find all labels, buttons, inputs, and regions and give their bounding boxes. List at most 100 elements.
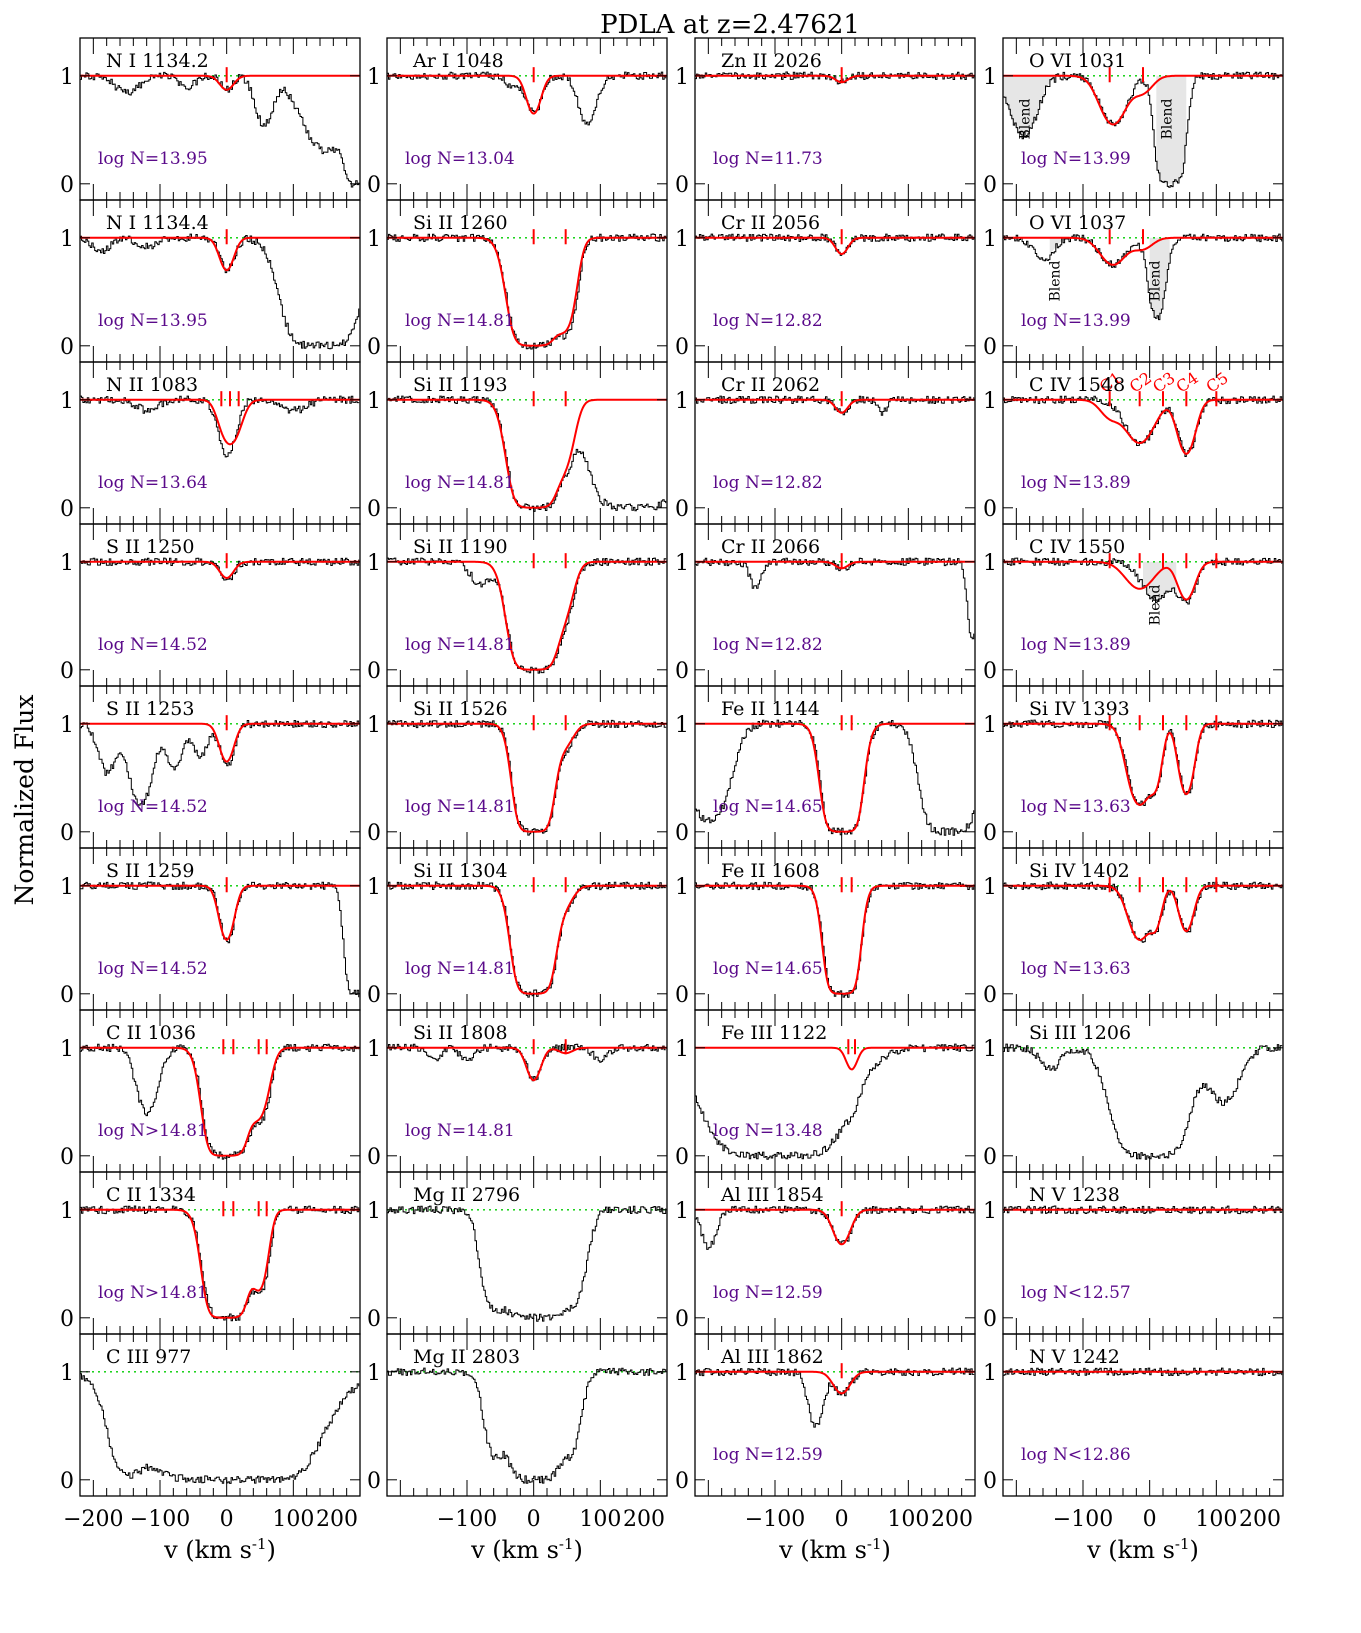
y-tick-label: 1 [367, 551, 381, 576]
y-tick-label: 0 [675, 1469, 689, 1494]
data-spectrum [1003, 719, 1283, 806]
spectrum-panel: 0 1 Ar I 1048 log N=13.04 [367, 37, 668, 201]
spectrum-panel: 0 1 S II 1259 log N=14.52 [60, 847, 361, 1011]
transition-label: Si II 1193 [413, 374, 508, 396]
y-tick-label: 0 [60, 1469, 74, 1494]
x-axis-label: v (km s-1) [1086, 1535, 1199, 1564]
y-tick-label: 0 [367, 983, 381, 1008]
column-density-label: log N<12.57 [1021, 1283, 1131, 1303]
panel-column: 0 1 Ar I 1048 log N=13.04 0 1 Si II 1260 log N=… [367, 37, 668, 1564]
y-tick-label: 1 [983, 1361, 997, 1386]
column-density-label: log N<12.86 [1021, 1445, 1131, 1465]
y-tick-label: 1 [60, 1199, 74, 1224]
blend-label: Blend [1018, 98, 1034, 139]
data-spectrum [387, 233, 667, 350]
transition-label: O VI 1037 [1029, 212, 1126, 234]
spectrum-panel: 0 1 N V 1242 log N<12.86 [983, 1333, 1284, 1497]
column-density-label: log N=12.82 [713, 473, 823, 493]
spectrum-panel: Blend Blend 0 1 O VI 1031 log N=13.99 [983, 37, 1284, 201]
transition-label: C IV 1548 [1029, 374, 1125, 396]
transition-label: C III 977 [106, 1346, 191, 1368]
panel-column: 0 1 N I 1134.2 log N=13.95 0 1 N I 1134.4 log N… [60, 37, 361, 1564]
x-axis-label: v (km s-1) [163, 1535, 276, 1564]
fit-profile [695, 1370, 975, 1395]
column-density-label: log N=14.81 [405, 311, 515, 331]
chart-title: PDLA at z=2.47621 [600, 10, 860, 40]
blend-label: Blend [1048, 260, 1064, 301]
fit-profile [695, 1046, 975, 1071]
y-tick-label: 0 [983, 1145, 997, 1170]
y-tick-label: 1 [675, 551, 689, 576]
column-density-label: log N=14.81 [405, 473, 515, 493]
transition-label: N V 1242 [1029, 1346, 1120, 1368]
column-density-label: log N=13.89 [1021, 635, 1131, 655]
column-density-label: log N=12.82 [713, 635, 823, 655]
fit-profile [80, 398, 360, 446]
transition-label: S II 1259 [106, 860, 194, 882]
transition-label: C II 1334 [106, 1184, 196, 1206]
x-axis-label-close: ) [1190, 1536, 1199, 1564]
fit-profile [695, 884, 975, 995]
y-tick-label: 0 [675, 497, 689, 522]
y-tick-label: 1 [983, 1037, 997, 1062]
fit-profile [695, 1208, 975, 1246]
data-spectrum [80, 1373, 360, 1484]
column-density-label: log N=12.59 [713, 1445, 823, 1465]
column-density-label: log N=14.81 [405, 959, 515, 979]
transition-label: Si II 1190 [413, 536, 508, 558]
y-tick-label: 1 [60, 65, 74, 90]
component-label: C4 [1173, 368, 1202, 396]
transition-label: Si IV 1402 [1029, 860, 1130, 882]
x-tick-label: 200 [931, 1507, 973, 1532]
x-tick-label: 0 [527, 1507, 541, 1532]
fit-profile [1003, 236, 1283, 266]
data-spectrum [80, 71, 360, 188]
transition-label: S II 1250 [106, 536, 194, 558]
y-tick-label: 0 [983, 497, 997, 522]
spectrum-panel: 0 1 Si IV 1402 log N=13.63 [983, 847, 1284, 1011]
column-density-label: log N=13.63 [1021, 959, 1131, 979]
y-tick-label: 0 [983, 335, 997, 360]
fit-profile [695, 722, 975, 833]
y-tick-label: 0 [983, 173, 997, 198]
y-tick-label: 0 [367, 1307, 381, 1332]
data-spectrum [387, 719, 667, 836]
y-tick-label: 1 [983, 551, 997, 576]
y-tick-label: 0 [983, 659, 997, 684]
x-tick-label: 0 [220, 1507, 234, 1532]
fit-profile [80, 560, 360, 580]
data-spectrum [80, 720, 360, 806]
transition-label: Fe III 1122 [721, 1022, 827, 1044]
spectrum-panel: 0 1 Al III 1854 log N=12.59 [675, 1171, 976, 1335]
column-density-label: log N=13.99 [1021, 311, 1131, 331]
transition-label: Si II 1808 [413, 1022, 508, 1044]
spectrum-panel: 0 1 Si II 1304 log N=14.81 [367, 847, 668, 1011]
column-density-label: log N=13.99 [1021, 149, 1131, 169]
x-axis-label-exponent: -1 [252, 1535, 267, 1553]
transition-label: Fe II 1144 [721, 698, 820, 720]
y-tick-label: 1 [367, 1361, 381, 1386]
data-spectrum [695, 1205, 975, 1250]
x-axis-label: v (km s-1) [778, 1535, 891, 1564]
transition-label: O VI 1031 [1029, 50, 1126, 72]
column-density-label: log N=14.52 [98, 635, 208, 655]
column-density-label: log N>14.81 [98, 1283, 208, 1303]
spectrum-panel: 0 1 C II 1036 log N>14.81 [60, 1009, 361, 1173]
spectrum-panel: 0 1 Fe III 1122 log N=13.48 [675, 1009, 976, 1173]
spectrum-panel: 0 1 N I 1134.2 log N=13.95 [60, 37, 361, 201]
transition-label: N I 1134.2 [106, 50, 209, 72]
fit-profile [695, 74, 975, 84]
blend-region [1049, 237, 1070, 255]
y-tick-label: 1 [983, 713, 997, 738]
data-spectrum [695, 1043, 975, 1160]
y-tick-label: 0 [675, 335, 689, 360]
transition-label: Si II 1260 [413, 212, 508, 234]
y-tick-label: 0 [367, 1469, 381, 1494]
column-density-label: log N=13.04 [405, 149, 515, 169]
fit-profile [80, 1208, 360, 1319]
column-density-label: log N=13.48 [713, 1121, 823, 1141]
y-tick-label: 1 [367, 389, 381, 414]
blend-region [1143, 561, 1177, 600]
fit-profile [387, 236, 667, 347]
